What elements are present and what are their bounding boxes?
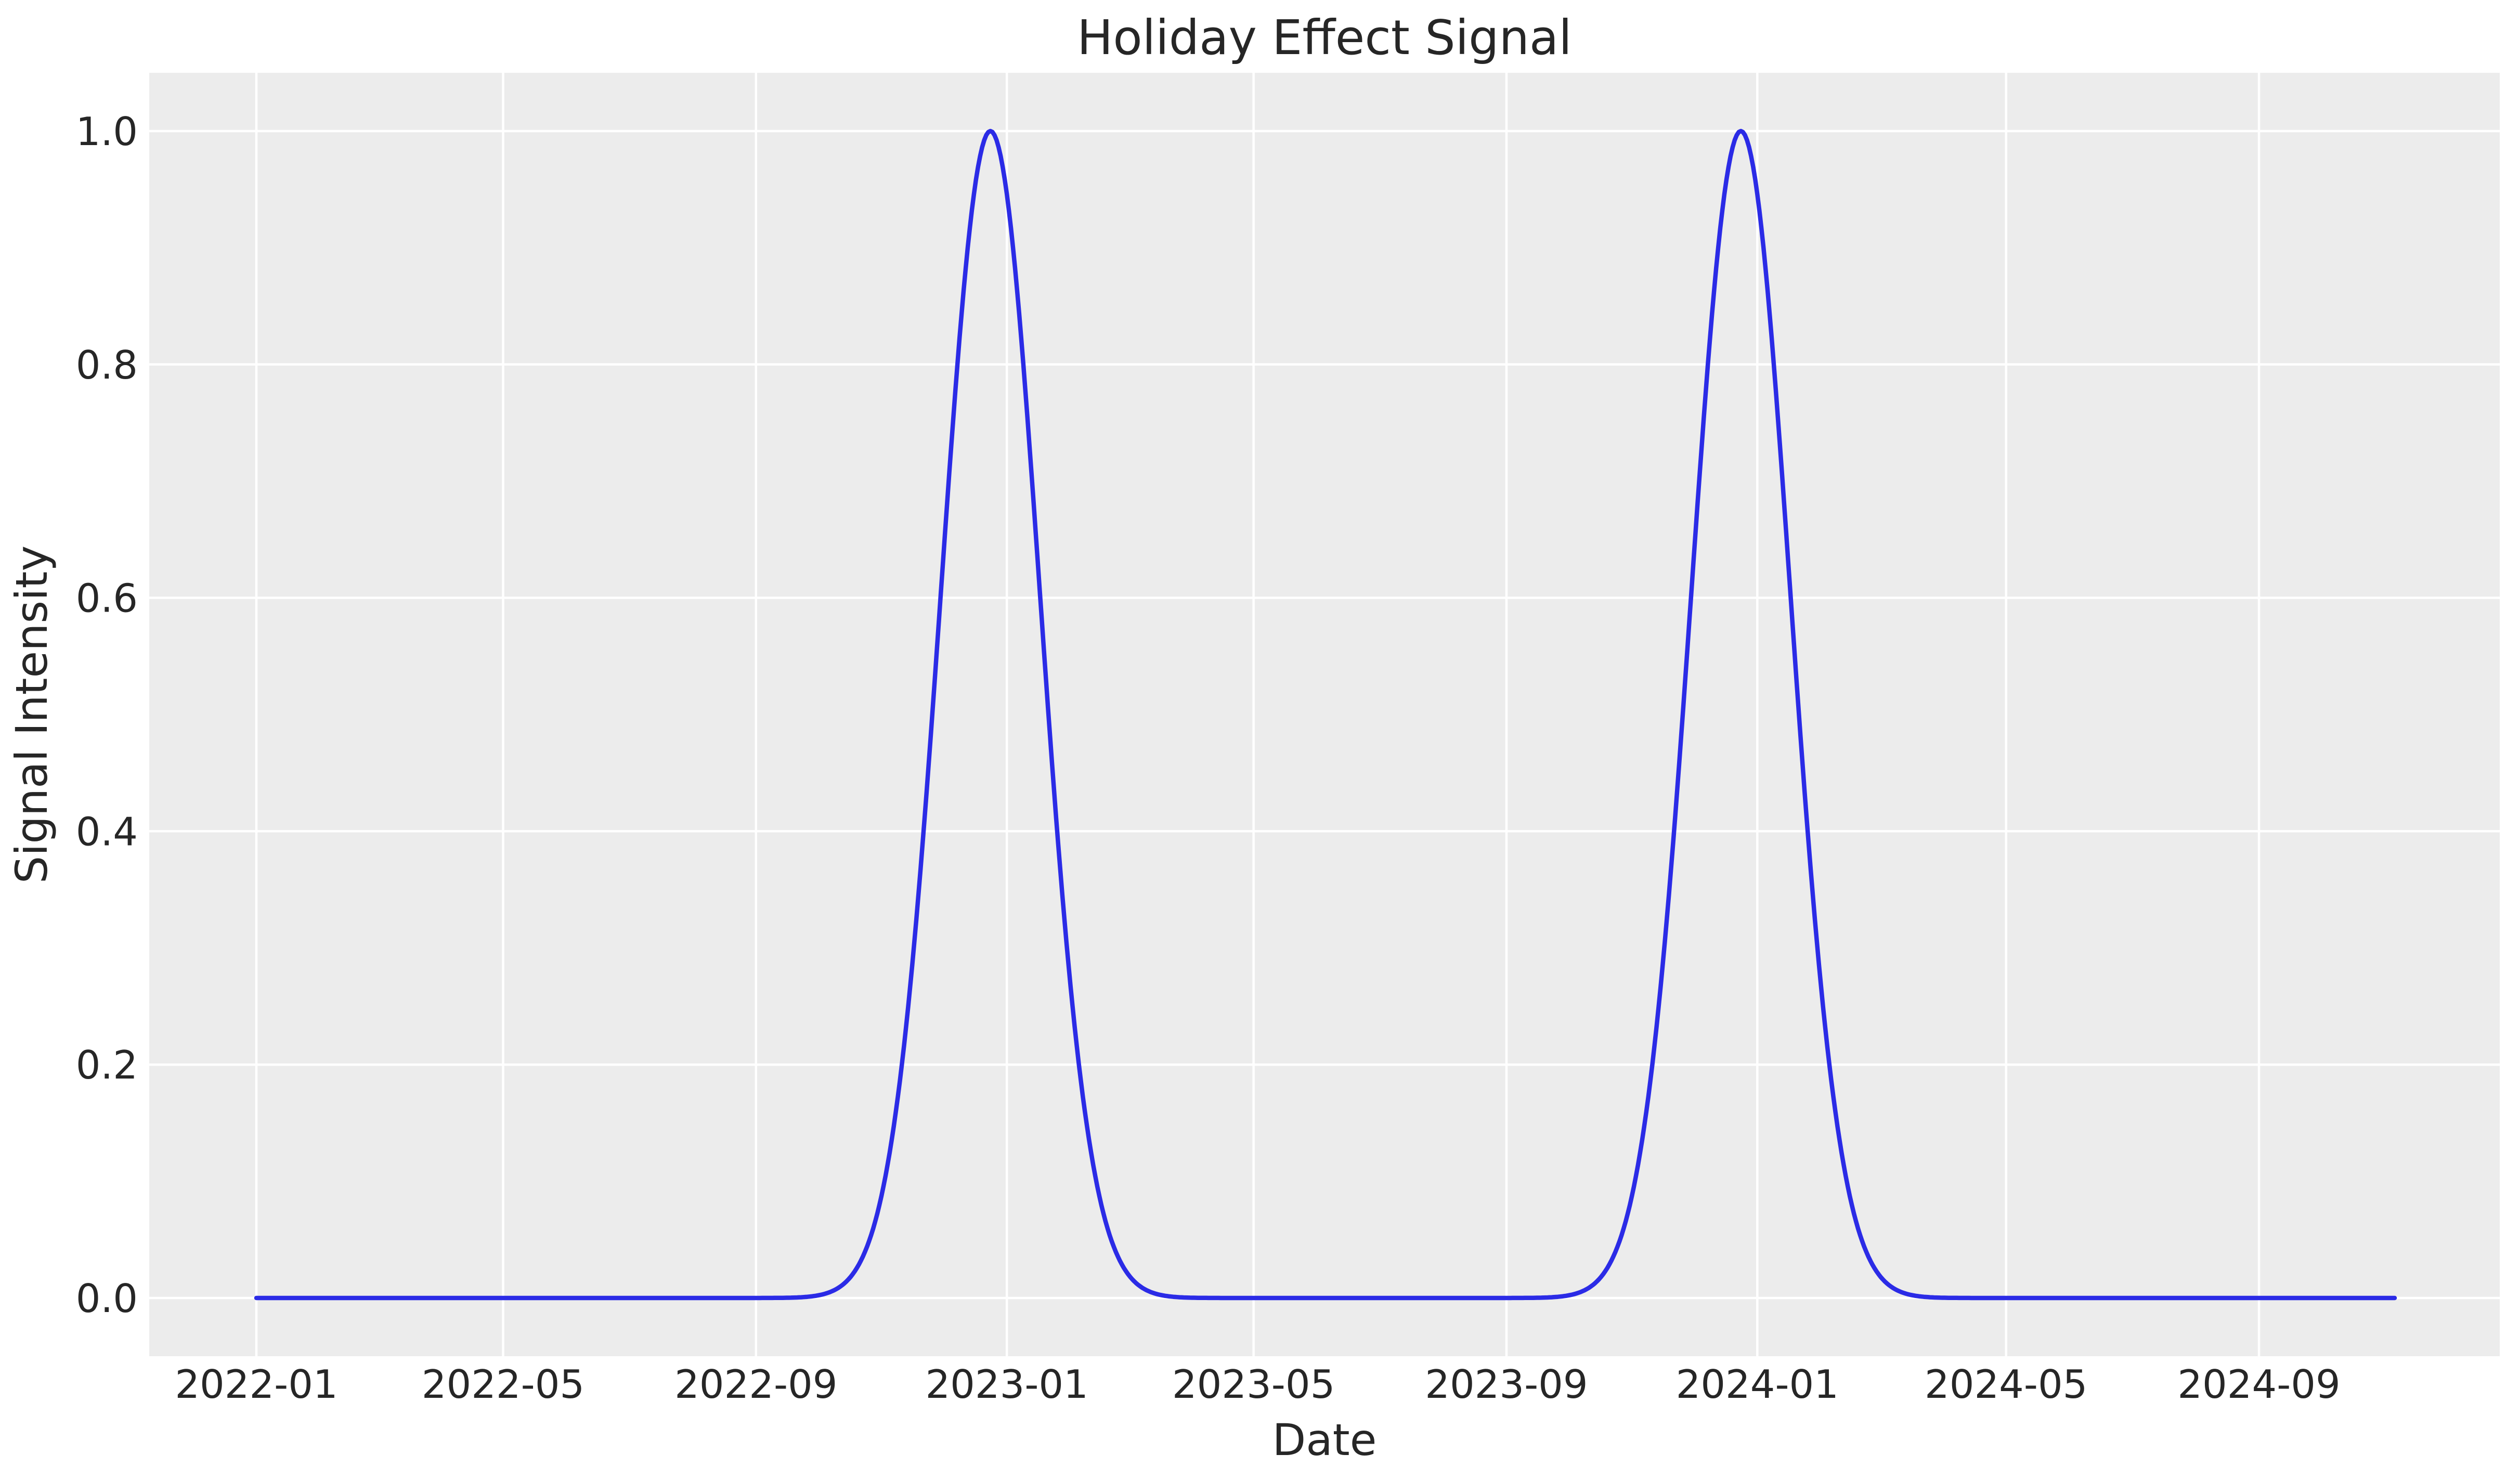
x-axis-label: Date — [1272, 1414, 1377, 1465]
y-axis-label: Signal Intensity — [6, 546, 57, 884]
y-tick-label: 0.8 — [76, 342, 138, 388]
y-tick-label: 0.6 — [76, 576, 138, 621]
x-tick-label: 2023-05 — [1172, 1361, 1335, 1407]
x-tick-labels: 2022-01 2022-05 2022-09 2023-01 2023-05 2023-… — [175, 1361, 2340, 1407]
x-tick-label: 2023-09 — [1425, 1361, 1588, 1407]
y-tick-label: 0.2 — [76, 1042, 138, 1088]
x-tick-label: 2023-01 — [925, 1361, 1088, 1407]
y-tick-label: 1.0 — [76, 109, 138, 154]
y-tick-label: 0.0 — [76, 1276, 138, 1321]
plot-area — [149, 73, 2500, 1356]
x-tick-label: 2022-01 — [175, 1361, 337, 1407]
x-tick-label: 2022-09 — [674, 1361, 837, 1407]
x-tick-label: 2024-09 — [2177, 1361, 2340, 1407]
signal-line — [254, 128, 2397, 1301]
x-tick-label: 2024-01 — [1676, 1361, 1839, 1407]
x-tick-label: 2024-05 — [1925, 1361, 2087, 1407]
x-tick-label: 2022-05 — [422, 1361, 584, 1407]
gridlines — [149, 73, 2500, 1356]
y-tick-labels: 0.0 0.2 0.4 0.6 0.8 1.0 — [76, 109, 138, 1321]
y-tick-label: 0.4 — [76, 809, 138, 854]
chart-title: Holiday Effect Signal — [1077, 10, 1572, 66]
